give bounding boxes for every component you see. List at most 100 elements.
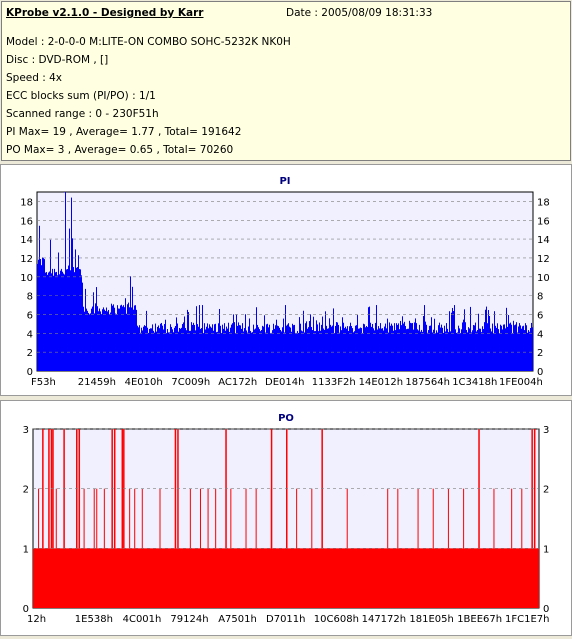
pi-bar <box>74 272 75 371</box>
pi-bar <box>481 332 482 371</box>
pi-bar <box>526 325 527 371</box>
x-tick-label: AC172h <box>218 377 257 388</box>
pi-bar <box>356 325 357 371</box>
pi-bar <box>438 325 439 371</box>
pi-bar <box>386 328 387 371</box>
pi-bar <box>470 306 471 371</box>
po-spike-2 <box>387 488 389 549</box>
pi-bar <box>394 323 395 371</box>
y-tick-label-left: 12 <box>20 254 33 265</box>
pi-bar <box>164 324 165 371</box>
pi-bar <box>378 326 379 371</box>
pi-bar <box>319 322 320 371</box>
pi-bar <box>230 327 231 371</box>
pi-bar <box>287 324 288 371</box>
pi-bar <box>422 331 423 371</box>
pi-bar <box>439 322 440 371</box>
pi-bar <box>515 324 516 371</box>
pi-bar <box>437 332 438 371</box>
pi-bar <box>250 330 251 371</box>
pi-bar <box>147 327 148 371</box>
pi-bar <box>50 239 51 371</box>
pi-bar <box>263 326 264 371</box>
y-tick-label-right: 18 <box>537 197 550 208</box>
po-spike-2 <box>96 488 98 549</box>
pi-bar <box>510 322 511 371</box>
pi-bar <box>385 323 386 371</box>
pi-bar <box>353 332 354 371</box>
pi-bar <box>114 307 115 371</box>
pi-bar <box>476 331 477 371</box>
y-tick-label-right: 0 <box>537 367 543 378</box>
pi-bar <box>520 325 521 371</box>
pi-bar <box>265 332 266 371</box>
pi-bar <box>146 310 147 371</box>
x-tick-label: 14E012h <box>359 377 403 388</box>
pi-bar <box>332 325 333 371</box>
pi-bar <box>306 321 307 371</box>
pi-bar <box>303 310 304 371</box>
pi-bar <box>505 328 506 371</box>
po-spike-2 <box>296 488 298 549</box>
pi-bar <box>52 268 53 371</box>
pi-bar <box>160 323 161 371</box>
pi-bar <box>186 330 187 371</box>
pi-bar <box>266 324 267 371</box>
pi-bar <box>242 323 243 371</box>
pi-bar <box>292 323 293 371</box>
pi-bar <box>355 325 356 371</box>
y-tick-label-left: 3 <box>23 425 29 436</box>
pi-bar <box>430 325 431 371</box>
pi-bar <box>432 332 433 371</box>
pi-bar <box>144 325 145 371</box>
pi-bar <box>318 331 319 371</box>
pi-bar <box>445 331 446 371</box>
x-tick-label: 147172h <box>362 614 407 625</box>
pi-bar <box>345 326 346 371</box>
pi-bar <box>215 323 216 371</box>
pi-bar <box>500 324 501 371</box>
pi-bar <box>426 324 427 371</box>
po-spike-2 <box>311 488 313 549</box>
pi-bar <box>267 323 268 371</box>
pi-bar <box>39 225 40 371</box>
pi-bar <box>523 325 524 371</box>
pi-bar <box>85 288 86 371</box>
pi-bar <box>71 197 72 371</box>
pi-bar <box>55 272 56 371</box>
speed-line: Speed : 4x <box>6 72 63 84</box>
pi-bar <box>463 319 464 371</box>
po-chart: PO 0 0 1 1 2 2 3 3 12h 1E538h 4C001h 79124h A7501h D70… <box>23 413 550 625</box>
pi-bar <box>83 306 84 371</box>
pi-bar <box>418 330 419 371</box>
pi-bar <box>226 326 227 371</box>
pi-bar <box>524 330 525 371</box>
po-spike-3 <box>113 429 116 549</box>
pi-bar <box>364 324 365 371</box>
pi-bar <box>501 325 502 371</box>
pi-bar <box>208 328 209 371</box>
pi-bar <box>259 329 260 371</box>
pi-bar <box>376 305 377 371</box>
po-spike-3 <box>533 429 536 549</box>
y-tick-label-right: 2 <box>543 485 549 496</box>
pi-bar <box>382 328 383 371</box>
pi-chart-panel: PI 0 0 2 2 4 4 6 6 8 8 10 10 12 12 14 14 16 16 18 18 F53h 2145… <box>0 164 572 396</box>
pi-bar <box>166 333 167 371</box>
pi-bar <box>198 326 199 371</box>
pi-bar <box>361 328 362 371</box>
pi-bar <box>456 332 457 371</box>
pi-bar <box>348 330 349 371</box>
pi-bar <box>194 324 195 371</box>
pi-bar <box>403 323 404 371</box>
pi-bar <box>261 329 262 371</box>
pi-bar <box>519 323 520 371</box>
pi-bar <box>377 329 378 371</box>
pi-bar <box>134 305 135 371</box>
pi-bar <box>149 328 150 371</box>
pi-bar <box>63 273 64 371</box>
pi-bar <box>404 321 405 371</box>
pi-bar <box>196 306 197 371</box>
pi-bar <box>316 320 317 371</box>
pi-bar <box>495 325 496 371</box>
